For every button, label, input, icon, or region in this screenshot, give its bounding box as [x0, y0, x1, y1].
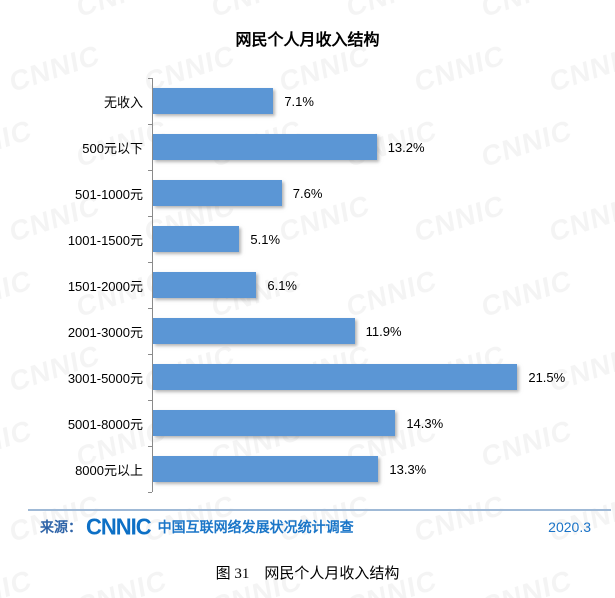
chart-row: 无收入 7.1% — [30, 78, 597, 125]
value-label: 11.9% — [365, 323, 402, 339]
chart-row: 501-1000元 7.6% — [30, 170, 597, 217]
bar — [153, 318, 355, 344]
watermark-text: CNNIC — [209, 0, 304, 24]
category-label: 3001-5000元 — [67, 370, 143, 386]
chart-row: 2001-3000元 11.9% — [30, 308, 597, 355]
value-label: 5.1% — [250, 231, 281, 247]
value-label: 21.5% — [528, 369, 566, 385]
watermark-text: CNNIC — [344, 0, 439, 24]
report-date: 2020.3 — [548, 519, 591, 535]
category-label: 1501-2000元 — [67, 278, 143, 294]
chart-row: 500元以下 13.2% — [30, 124, 597, 171]
bar — [153, 456, 379, 482]
category-label: 8000元以上 — [75, 462, 143, 478]
value-label: 13.2% — [387, 139, 425, 155]
bar — [153, 226, 240, 252]
value-label: 6.1% — [267, 277, 297, 293]
bar-chart: 无收入 7.1% 500元以下 13.2% 501-1000元 7.6% 1001-1500… — [30, 78, 597, 493]
footer-divider — [28, 509, 611, 511]
bar-track: 11.9% — [148, 308, 597, 355]
bar-track: 5.1% — [148, 216, 597, 263]
watermark-text: CNNIC — [479, 0, 574, 24]
bar-track: 21.5% — [148, 354, 597, 401]
watermark-text: CNNIC — [0, 0, 34, 24]
chart-title: 网民个人月收入结构 — [235, 32, 380, 49]
bar — [153, 272, 257, 298]
bar-track: 7.1% — [148, 78, 597, 125]
source-label: 来源： — [40, 519, 82, 535]
bar — [153, 364, 518, 390]
figure-caption: 图 31 网民个人月收入结构 — [215, 566, 400, 582]
source-bar: 来源： CNNIC 中国互联网络发展状况统计调查 2020.3 — [40, 514, 591, 540]
bar — [153, 88, 274, 114]
chart-row: 5001-8000元 14.3% — [30, 400, 597, 447]
bar — [153, 180, 282, 206]
category-label: 5001-8000元 — [67, 416, 143, 432]
bar — [153, 134, 377, 160]
chart-row: 1501-2000元 6.1% — [30, 262, 597, 309]
value-label: 7.1% — [284, 93, 314, 109]
chart-row: 8000元以上 13.3% — [30, 446, 597, 493]
bar-track: 13.3% — [148, 446, 597, 493]
category-label: 500元以下 — [82, 140, 143, 156]
bar-track: 7.6% — [148, 170, 597, 217]
value-label: 13.3% — [389, 461, 427, 477]
bar — [153, 410, 396, 436]
survey-name: 中国互联网络发展状况统计调查 — [157, 519, 354, 535]
value-label: 14.3% — [406, 415, 444, 431]
value-label: 7.6% — [292, 185, 323, 201]
bar-track: 13.2% — [148, 124, 597, 171]
category-label: 1001-1500元 — [67, 232, 143, 248]
chart-row: 1001-1500元 5.1% — [30, 216, 597, 263]
chart-row: 3001-5000元 21.5% — [30, 354, 597, 401]
category-label: 2001-3000元 — [67, 324, 143, 340]
bar-track: 6.1% — [148, 262, 597, 309]
cnnic-logo: CNNIC — [86, 513, 152, 540]
bar-track: 14.3% — [148, 400, 597, 447]
watermark-text: CNNIC — [74, 0, 169, 24]
category-label: 501-1000元 — [75, 186, 143, 202]
category-label: 无收入 — [103, 94, 143, 110]
